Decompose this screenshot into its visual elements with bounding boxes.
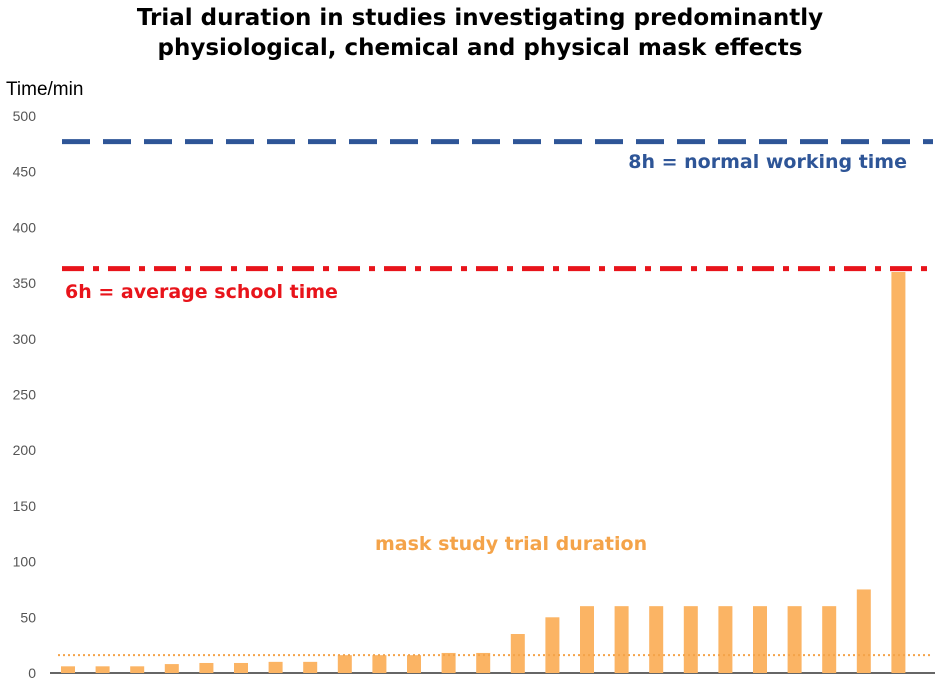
working-time-label: 8h = normal working time (628, 151, 907, 173)
chart-title-line-2: physiological, chemical and physical mas… (158, 35, 803, 61)
bar (199, 662, 214, 673)
y-tick-label: 450 (13, 164, 37, 180)
y-tick-label: 50 (20, 609, 36, 625)
bar (510, 634, 525, 673)
bar (164, 664, 179, 673)
bar (683, 606, 698, 673)
y-tick-label: 350 (13, 275, 37, 291)
series-label: mask study trial duration (375, 533, 647, 555)
bar (580, 606, 594, 673)
y-tick-label: 200 (13, 442, 37, 458)
bar (891, 271, 906, 673)
bar (545, 617, 560, 673)
y-tick-label: 250 (13, 387, 37, 403)
y-tick-label: 400 (13, 219, 37, 235)
bars (61, 271, 906, 673)
bar (822, 606, 837, 673)
bar (718, 606, 733, 673)
bar (337, 655, 352, 673)
bar (614, 606, 629, 673)
y-tick-label: 150 (13, 498, 37, 514)
y-tick-label: 100 (13, 554, 37, 570)
reference-lines (58, 139, 933, 657)
bar (441, 652, 456, 673)
bar (303, 661, 318, 673)
bar (95, 666, 110, 673)
bar (787, 606, 802, 673)
y-tick-label: 0 (28, 665, 36, 680)
bar (234, 662, 248, 673)
y-axis-label: Time/min (6, 79, 83, 100)
bar (856, 589, 871, 673)
bar (407, 655, 421, 673)
bar (372, 655, 387, 673)
y-tick-label: 300 (13, 331, 37, 347)
y-axis-ticks: 0 50 100 150 200 250 300 350 400 450 500 (13, 108, 37, 680)
bar (476, 652, 491, 673)
bar (61, 666, 75, 673)
chart-title-line-1: Trial duration in studies investigating … (137, 5, 823, 31)
school-time-label: 6h = average school time (65, 281, 338, 303)
bar (130, 666, 145, 673)
bar (649, 606, 664, 673)
y-tick-label: 500 (13, 108, 37, 124)
bar (268, 661, 283, 673)
bar (753, 606, 767, 673)
